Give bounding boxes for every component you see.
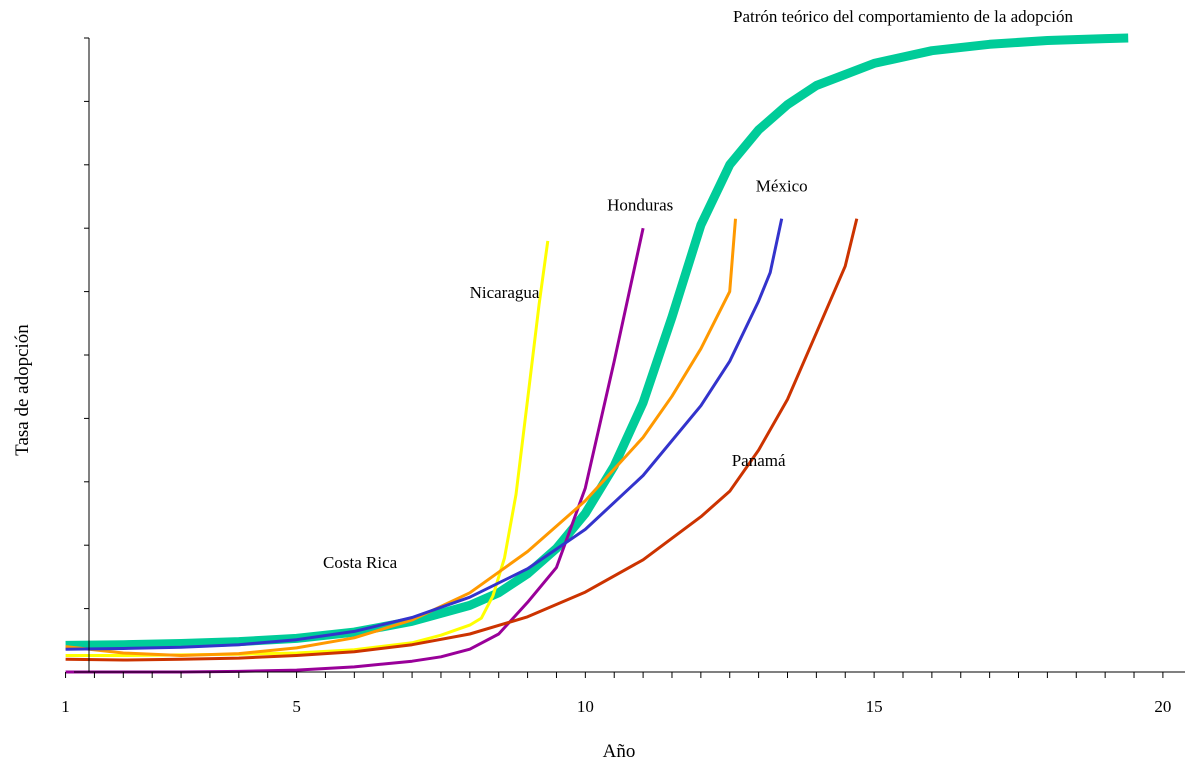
y-ticks: [84, 37, 89, 610]
series-line-mexico: [65, 218, 784, 651]
y-axis-title: Tasa de adopción: [12, 324, 33, 456]
x-tick-label: 10: [577, 697, 594, 716]
annotation-nicaragua: Nicaragua: [470, 283, 540, 302]
annotation-mexico: México: [756, 176, 808, 195]
annotation-costa-rica: Costa Rica: [323, 553, 398, 572]
series-layer: [65, 33, 1129, 674]
series-line-theoretical-pattern: [65, 33, 1129, 650]
x-tick-label: 1: [61, 697, 70, 716]
x-tick-label: 20: [1154, 697, 1171, 716]
label-layer: Patrón teórico del comportamiento de la …: [323, 7, 1073, 572]
x-axis-title: Año: [603, 741, 636, 762]
annotation-panama: Panamá: [732, 451, 786, 470]
annotation-honduras: Honduras: [607, 195, 673, 214]
x-tick-label: 15: [866, 697, 883, 716]
x-ticks: 1 5 10 15 20: [61, 672, 1171, 716]
series-line-costa-rica: [65, 218, 737, 657]
annotation-theoretical: Patrón teórico del comportamiento de la …: [733, 7, 1073, 26]
x-tick-label: 5: [292, 697, 301, 716]
axis-layer: 1 5 10 15 20: [61, 37, 1185, 716]
series-line-panama: [65, 218, 859, 662]
